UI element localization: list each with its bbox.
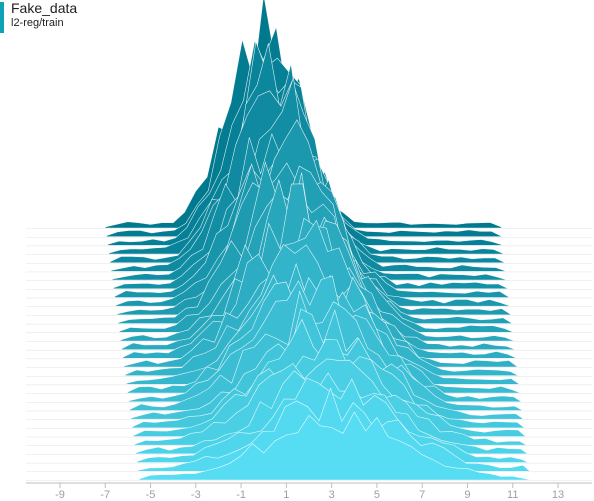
x-tick-label: 11 <box>507 489 518 501</box>
x-tick-label: 1 <box>283 489 289 501</box>
x-tick-label: 7 <box>419 489 425 501</box>
x-axis: -9 -7 -5 -3 -1 1 3 5 7 9 11 13 <box>26 482 592 501</box>
histogram-slice[interactable] <box>138 411 531 481</box>
chart-header: Fake_data l2-reg/train <box>0 0 77 34</box>
x-tick-label: 9 <box>464 489 470 501</box>
x-tick-label: -1 <box>236 489 246 501</box>
histogram-slices <box>26 0 592 481</box>
x-tick-label: 3 <box>329 489 335 501</box>
chart-title: Fake_data <box>11 0 78 16</box>
chart-titles: Fake_data l2-reg/train <box>11 1 77 29</box>
x-tick-label: -7 <box>100 489 110 501</box>
x-tick-label: -5 <box>146 489 156 501</box>
x-tick-label: -9 <box>55 489 65 501</box>
x-tick-label: -3 <box>191 489 201 501</box>
x-tick-label: 13 <box>552 489 564 501</box>
chart-subtitle: l2-reg/train <box>11 17 64 29</box>
series-color-bar <box>0 2 4 33</box>
x-tick-label: 5 <box>374 489 380 501</box>
